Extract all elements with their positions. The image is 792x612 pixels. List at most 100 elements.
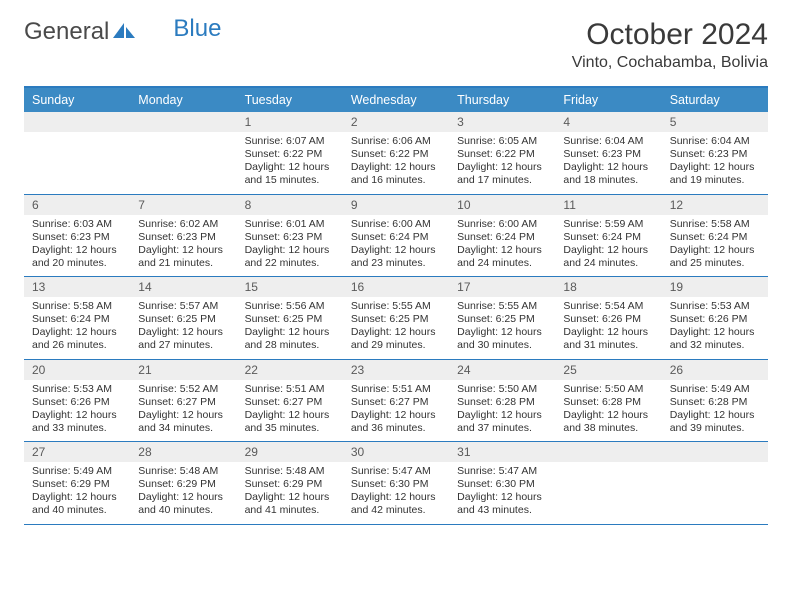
day-cell [555, 462, 661, 524]
day-cell: Sunrise: 5:49 AMSunset: 6:28 PMDaylight:… [662, 380, 768, 442]
day-line: and 36 minutes. [351, 422, 445, 435]
week-row: 20212223242526Sunrise: 5:53 AMSunset: 6:… [24, 360, 768, 443]
day-line: Sunrise: 6:01 AM [245, 218, 339, 231]
weeks-container: 12345Sunrise: 6:07 AMSunset: 6:22 PMDayl… [24, 112, 768, 525]
day-number: 20 [24, 360, 130, 380]
calendar: Sunday Monday Tuesday Wednesday Thursday… [24, 86, 768, 525]
day-number-row: 13141516171819 [24, 277, 768, 297]
day-line: Daylight: 12 hours [32, 244, 126, 257]
day-line: Daylight: 12 hours [563, 326, 657, 339]
day-line: Sunrise: 5:47 AM [457, 465, 551, 478]
day-cell: Sunrise: 5:52 AMSunset: 6:27 PMDaylight:… [130, 380, 236, 442]
dow-sat: Saturday [662, 88, 768, 112]
day-line: Daylight: 12 hours [351, 244, 445, 257]
day-line: Sunrise: 6:05 AM [457, 135, 551, 148]
day-line: Sunset: 6:28 PM [563, 396, 657, 409]
day-line: Sunset: 6:27 PM [351, 396, 445, 409]
day-line: and 19 minutes. [670, 174, 764, 187]
day-line: Sunrise: 5:54 AM [563, 300, 657, 313]
day-line: and 34 minutes. [138, 422, 232, 435]
logo: General Blue [24, 18, 221, 46]
day-line: Sunset: 6:24 PM [670, 231, 764, 244]
day-number: 18 [555, 277, 661, 297]
dow-sun: Sunday [24, 88, 130, 112]
day-number [130, 112, 236, 132]
day-line: Sunset: 6:27 PM [245, 396, 339, 409]
header: General Blue October 2024 Vinto, Cochaba… [24, 18, 768, 72]
day-body-row: Sunrise: 6:03 AMSunset: 6:23 PMDaylight:… [24, 215, 768, 277]
day-line: and 24 minutes. [563, 257, 657, 270]
day-line: Sunrise: 5:50 AM [563, 383, 657, 396]
day-line: and 21 minutes. [138, 257, 232, 270]
day-line: and 17 minutes. [457, 174, 551, 187]
day-line: Daylight: 12 hours [32, 326, 126, 339]
day-cell: Sunrise: 5:58 AMSunset: 6:24 PMDaylight:… [24, 297, 130, 359]
day-number: 21 [130, 360, 236, 380]
day-line: and 25 minutes. [670, 257, 764, 270]
day-cell: Sunrise: 5:48 AMSunset: 6:29 PMDaylight:… [130, 462, 236, 524]
day-number: 3 [449, 112, 555, 132]
day-line: Sunrise: 5:50 AM [457, 383, 551, 396]
day-cell: Sunrise: 6:01 AMSunset: 6:23 PMDaylight:… [237, 215, 343, 277]
day-line: Sunrise: 5:53 AM [670, 300, 764, 313]
day-number-row: 6789101112 [24, 195, 768, 215]
day-line: Sunset: 6:25 PM [351, 313, 445, 326]
day-cell: Sunrise: 6:02 AMSunset: 6:23 PMDaylight:… [130, 215, 236, 277]
day-line: Daylight: 12 hours [138, 244, 232, 257]
day-line: Sunrise: 5:52 AM [138, 383, 232, 396]
day-line: Sunset: 6:24 PM [563, 231, 657, 244]
day-line: Sunrise: 5:51 AM [245, 383, 339, 396]
day-line: Sunrise: 6:00 AM [457, 218, 551, 231]
dow-fri: Friday [555, 88, 661, 112]
day-number: 5 [662, 112, 768, 132]
day-line: Daylight: 12 hours [245, 409, 339, 422]
month-title: October 2024 [572, 18, 768, 52]
day-line: and 37 minutes. [457, 422, 551, 435]
day-cell: Sunrise: 6:00 AMSunset: 6:24 PMDaylight:… [449, 215, 555, 277]
day-line: Sunrise: 5:53 AM [32, 383, 126, 396]
day-line: Sunrise: 5:49 AM [670, 383, 764, 396]
day-line: Daylight: 12 hours [670, 409, 764, 422]
day-line: Daylight: 12 hours [563, 409, 657, 422]
day-number: 26 [662, 360, 768, 380]
day-line: Daylight: 12 hours [457, 161, 551, 174]
day-line: and 42 minutes. [351, 504, 445, 517]
day-number: 24 [449, 360, 555, 380]
day-line: and 41 minutes. [245, 504, 339, 517]
day-cell: Sunrise: 6:05 AMSunset: 6:22 PMDaylight:… [449, 132, 555, 194]
day-number [662, 442, 768, 462]
day-line: Sunset: 6:23 PM [138, 231, 232, 244]
day-line: Sunset: 6:24 PM [457, 231, 551, 244]
day-line: Sunset: 6:29 PM [32, 478, 126, 491]
day-line: Sunset: 6:23 PM [563, 148, 657, 161]
location: Vinto, Cochabamba, Bolivia [572, 54, 768, 72]
day-line: Sunset: 6:22 PM [245, 148, 339, 161]
day-number: 25 [555, 360, 661, 380]
day-body-row: Sunrise: 5:58 AMSunset: 6:24 PMDaylight:… [24, 297, 768, 359]
day-line: Daylight: 12 hours [138, 409, 232, 422]
day-line: Daylight: 12 hours [670, 326, 764, 339]
day-line: Sunrise: 6:02 AM [138, 218, 232, 231]
week-row: 6789101112Sunrise: 6:03 AMSunset: 6:23 P… [24, 195, 768, 278]
day-cell: Sunrise: 5:59 AMSunset: 6:24 PMDaylight:… [555, 215, 661, 277]
day-line: Sunset: 6:26 PM [563, 313, 657, 326]
day-of-week-row: Sunday Monday Tuesday Wednesday Thursday… [24, 88, 768, 112]
day-line: and 31 minutes. [563, 339, 657, 352]
day-number: 1 [237, 112, 343, 132]
day-cell: Sunrise: 5:49 AMSunset: 6:29 PMDaylight:… [24, 462, 130, 524]
day-number: 17 [449, 277, 555, 297]
day-line: Daylight: 12 hours [32, 491, 126, 504]
day-line: Sunrise: 6:06 AM [351, 135, 445, 148]
day-line: Sunrise: 5:59 AM [563, 218, 657, 231]
day-line: Sunrise: 5:47 AM [351, 465, 445, 478]
day-cell [130, 132, 236, 194]
logo-sail-icon [113, 18, 135, 46]
day-number: 7 [130, 195, 236, 215]
day-line: and 38 minutes. [563, 422, 657, 435]
day-line: Sunset: 6:24 PM [351, 231, 445, 244]
day-line: Sunset: 6:23 PM [245, 231, 339, 244]
day-line: Daylight: 12 hours [351, 409, 445, 422]
day-cell: Sunrise: 5:50 AMSunset: 6:28 PMDaylight:… [555, 380, 661, 442]
day-cell: Sunrise: 6:00 AMSunset: 6:24 PMDaylight:… [343, 215, 449, 277]
day-number: 15 [237, 277, 343, 297]
